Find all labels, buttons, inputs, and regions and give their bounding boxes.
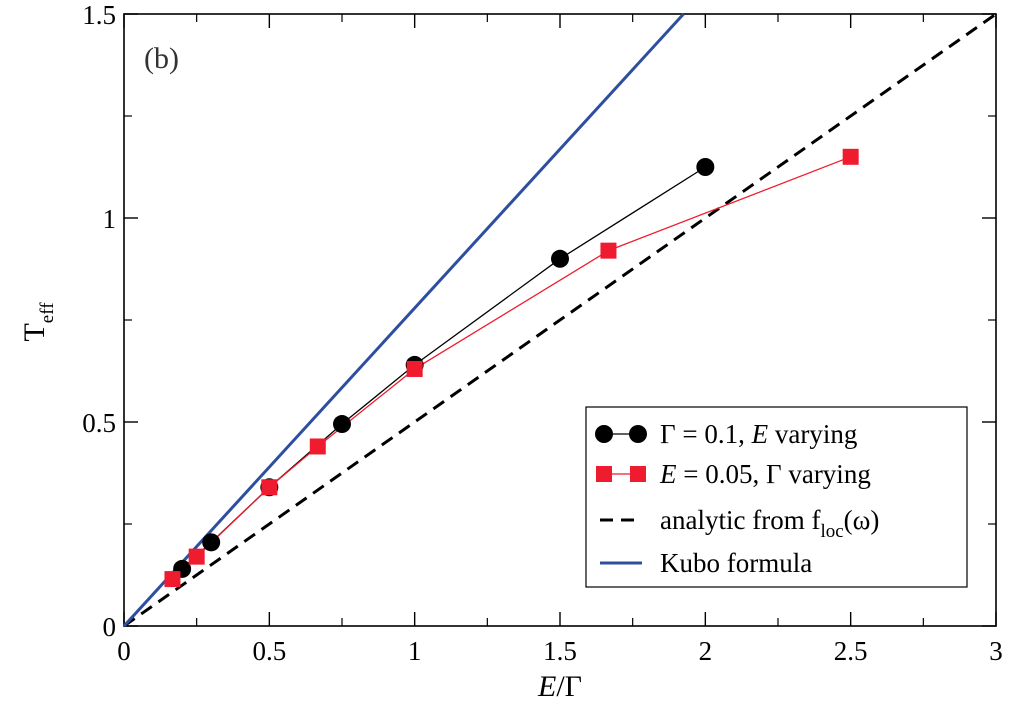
y-tick-label: 1 [103,204,117,234]
x-tick-label: 1.5 [543,636,577,666]
legend-circle-marker [595,425,613,443]
y-tick-label: 1.5 [82,0,116,30]
x-tick-label: 3 [989,636,1003,666]
square-marker [164,571,181,588]
square-marker [600,242,617,259]
kubo-line [122,12,685,628]
legend-square-marker [630,466,646,482]
square-marker [842,148,859,165]
legend-square-marker [596,466,612,482]
analytic-line [123,12,997,628]
square-marker [406,360,423,377]
legend-label: Γ = 0.1, E varying [660,419,857,449]
x-axis-title: E/Γ [537,670,582,701]
legend-label: analytic from floc(ω) [660,505,879,542]
x-tick-label: 0 [117,636,131,666]
data-markers [164,148,859,588]
panel-label: (b) [144,42,179,75]
tick-labels: 0 0.5 1 1.5 2 2.5 3 0 0.5 1 1.5 [82,0,1003,666]
legend-box [585,406,968,588]
legend-label: Kubo formula [660,548,812,578]
axis-ticks [123,13,997,627]
x-tick-label: 2.5 [834,636,868,666]
circle-marker [551,249,569,268]
legend: Γ = 0.1, E varying E = 0.05, Γ varying ana… [585,406,968,588]
y-tick-label: 0 [103,612,117,642]
x-tick-label: 0.5 [252,636,286,666]
x-tick-label: 2 [699,636,713,666]
circle-marker [202,533,221,552]
circle-marker [333,415,351,434]
x-tick-label: 1 [408,636,422,666]
circle-marker [696,158,715,176]
y-axis-title: Teff [18,302,58,342]
square-marker [309,438,326,455]
square-marker [261,479,278,496]
square-marker [188,548,205,565]
legend-circle-marker [629,425,647,443]
y-tick-label: 0.5 [82,408,116,438]
legend-label: E = 0.05, Γ varying [659,459,871,489]
